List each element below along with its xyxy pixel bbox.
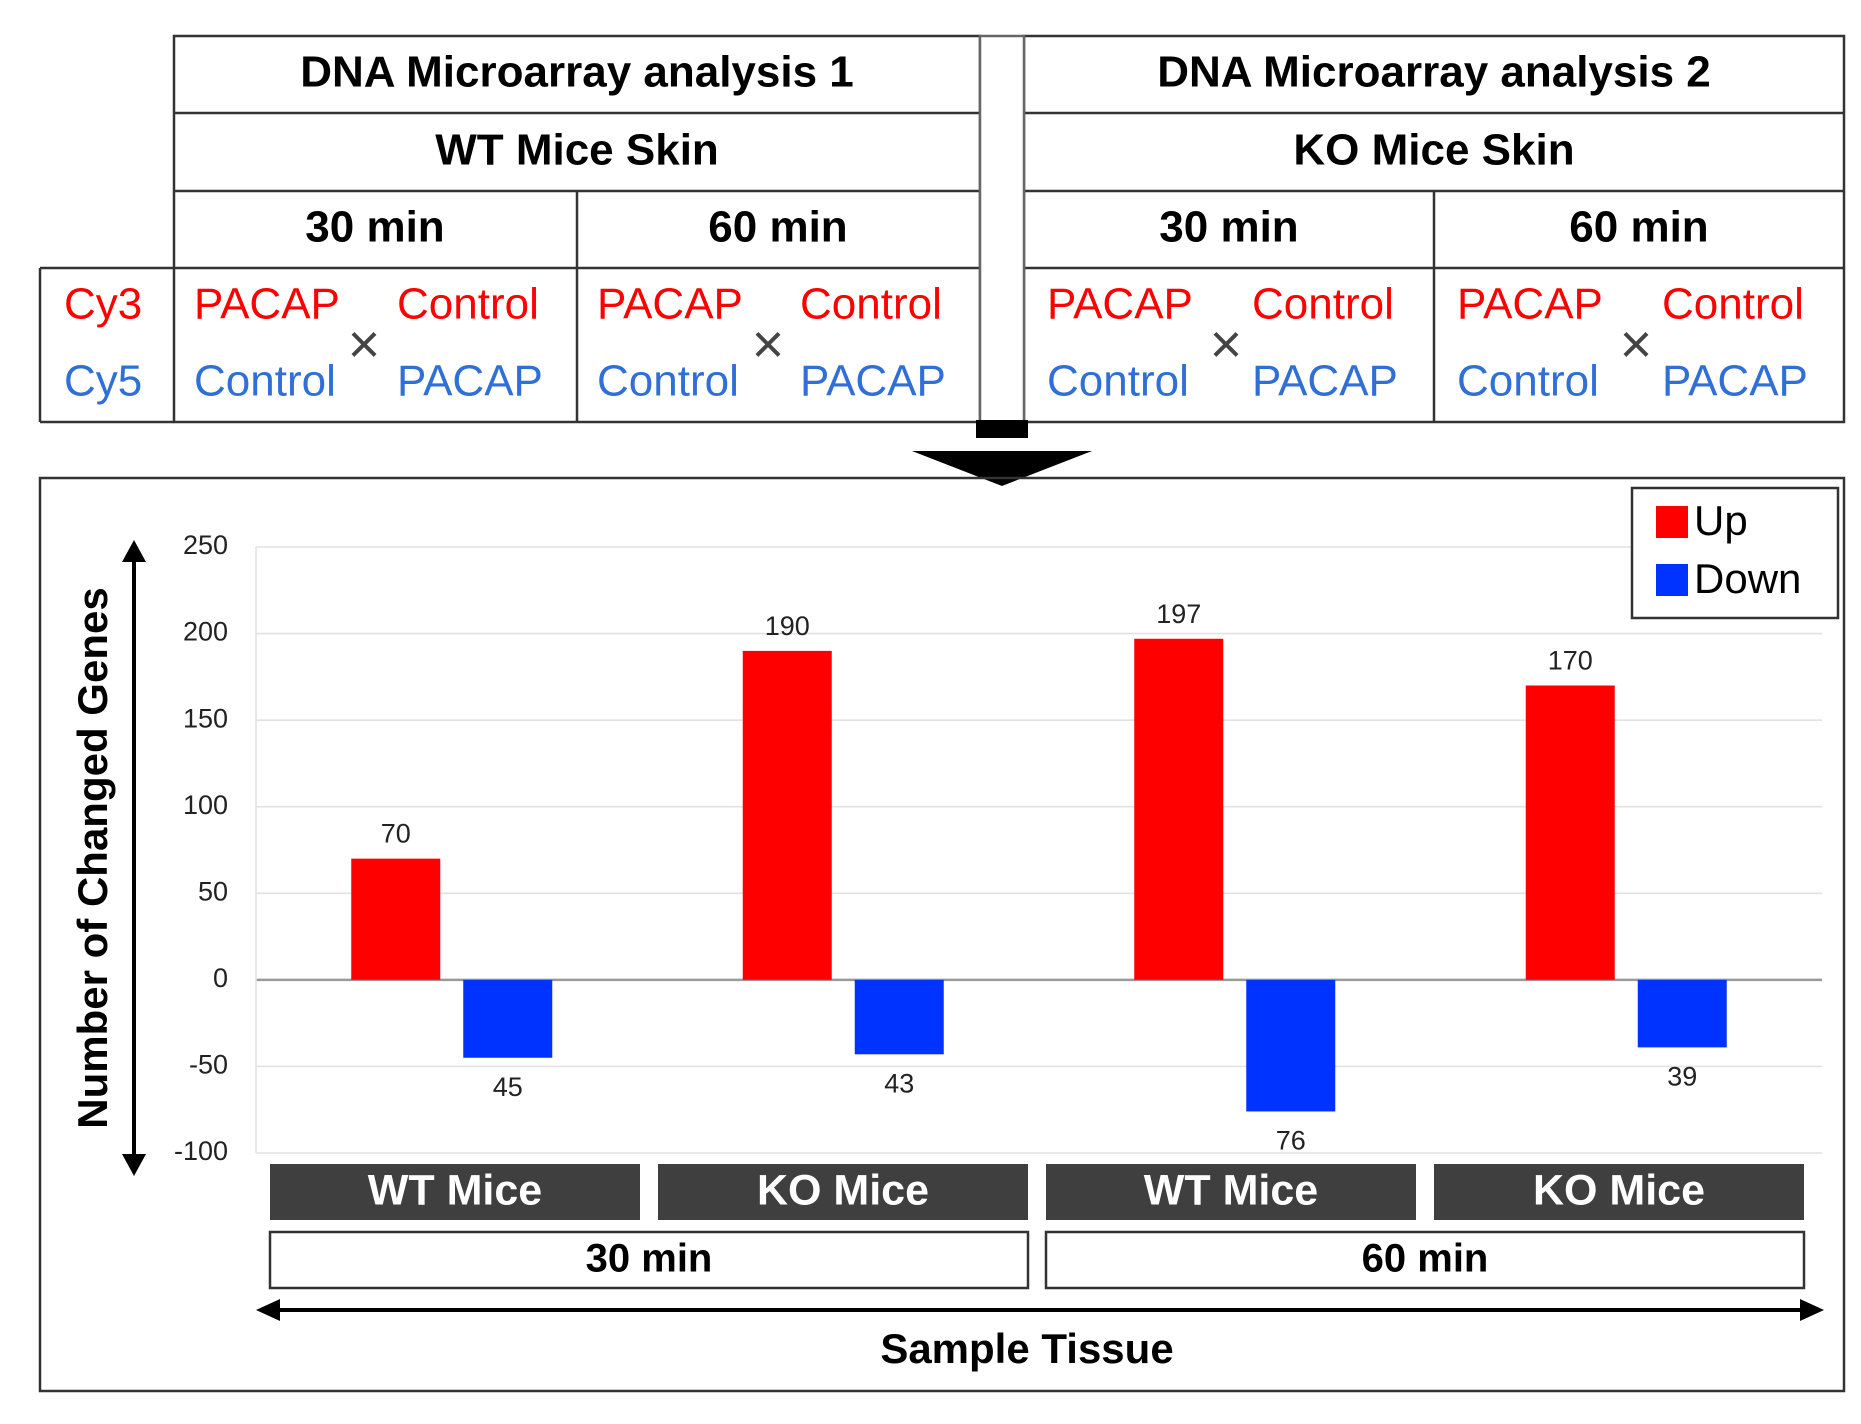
category-box: [270, 1164, 640, 1220]
bar-down-2: [1246, 979, 1336, 1112]
analysis-2-time-60: 60 min: [1569, 203, 1708, 252]
data-label-down: 45: [493, 1072, 523, 1102]
y-tick-label: 100: [183, 790, 228, 820]
time-group-box: [1044, 1230, 1806, 1290]
x-axis-title: Sample Tissue: [880, 1325, 1173, 1372]
cy3-right: Control: [1662, 280, 1804, 329]
bar-up-2: [1134, 638, 1224, 980]
x-axis-double-arrow-icon: [256, 1299, 1824, 1321]
time-group-boxes: 30 min 60 min: [268, 1230, 1806, 1290]
category-boxes: WT Mice KO Mice WT Mice KO Mice: [270, 1164, 1804, 1220]
analysis-1-time-60: 60 min: [708, 203, 847, 252]
data-label-down: 43: [884, 1068, 914, 1098]
cross-icon: ×: [1210, 312, 1243, 375]
legend-label-up: Up: [1694, 497, 1748, 544]
analysis-1-sample: WT Mice Skin: [435, 126, 719, 175]
cy5-left: Control: [194, 357, 336, 406]
swap-cell-1: PACAP Control Control PACAP ×: [194, 280, 543, 406]
bar-up-1: [742, 650, 832, 980]
cy5-right: PACAP: [397, 357, 543, 406]
data-label-up: 70: [381, 819, 411, 849]
analysis-1-title: DNA Microarray analysis 1: [300, 48, 854, 97]
cy5-right: PACAP: [800, 357, 946, 406]
bar-down-1: [854, 979, 944, 1055]
category-label-ko-60: KO Mice: [1533, 1166, 1705, 1214]
cy5-right: PACAP: [1662, 357, 1808, 406]
y-axis-double-arrow-icon: [122, 540, 146, 1176]
cy5-right: PACAP: [1252, 357, 1398, 406]
category-box: [1046, 1164, 1416, 1220]
data-label-up: 170: [1548, 646, 1593, 676]
plot-area: 250 200 150 100 50 0 -50 -100 70 190 197 170 45 43 76 3…: [174, 530, 1822, 1166]
dye-cy3-label: Cy3: [64, 280, 142, 329]
y-tick-label: -50: [189, 1050, 228, 1080]
category-label-ko-30: KO Mice: [757, 1166, 929, 1214]
data-label-up: 190: [765, 611, 810, 641]
analysis-2-time-30: 30 min: [1159, 203, 1298, 252]
down-arrow-icon: [912, 34, 1092, 486]
legend: Up Down: [1630, 486, 1840, 620]
category-box: [658, 1164, 1028, 1220]
data-label-down: 39: [1667, 1061, 1697, 1091]
analysis-2-sample: KO Mice Skin: [1293, 126, 1574, 175]
bar-down-3: [1637, 979, 1727, 1048]
cross-icon: ×: [1620, 312, 1653, 375]
dye-cy5-label: Cy5: [64, 357, 142, 406]
cy3-right: Control: [1252, 280, 1394, 329]
y-tick-label: 150: [183, 703, 228, 733]
swap-cell-4: PACAP Control Control PACAP ×: [1457, 280, 1808, 406]
y-tick-label: 0: [213, 963, 228, 993]
y-tick-label: -100: [174, 1136, 228, 1166]
cy3-left: PACAP: [597, 280, 743, 329]
bar-up-3: [1525, 685, 1615, 980]
category-label-wt-30: WT Mice: [368, 1166, 542, 1214]
cy3-right: Control: [800, 280, 942, 329]
time-group-box: [268, 1230, 1030, 1290]
legend-swatch-down: [1656, 564, 1688, 596]
analysis-2-title: DNA Microarray analysis 2: [1157, 48, 1711, 97]
bar-up-0: [351, 858, 441, 980]
data-label-up: 197: [1156, 599, 1201, 629]
cy5-left: Control: [1457, 357, 1599, 406]
category-box: [1434, 1164, 1804, 1220]
cy5-left: Control: [597, 357, 739, 406]
data-label-down: 76: [1276, 1125, 1306, 1155]
cy3-left: PACAP: [194, 280, 340, 329]
legend-label-down: Down: [1694, 555, 1801, 602]
y-tick-label: 50: [198, 876, 228, 906]
chart-panel-border: [38, 476, 1846, 1393]
header-table: [38, 34, 1846, 424]
cy5-left: Control: [1047, 357, 1189, 406]
category-label-wt-60: WT Mice: [1144, 1166, 1318, 1214]
y-tick-label: 250: [183, 530, 228, 560]
cy3-right: Control: [397, 280, 539, 329]
time-group-label-60: 60 min: [1362, 1237, 1489, 1281]
cross-icon: ×: [752, 312, 785, 375]
swap-cell-2: PACAP Control Control PACAP ×: [597, 280, 946, 406]
legend-swatch-up: [1656, 506, 1688, 538]
analysis-1-time-30: 30 min: [305, 203, 444, 252]
cross-icon: ×: [348, 312, 381, 375]
y-tick-label: 200: [183, 617, 228, 647]
time-group-label-30: 30 min: [586, 1237, 713, 1281]
bar-down-0: [463, 979, 553, 1058]
y-axis-title: Number of Changed Genes: [69, 587, 116, 1128]
cy3-left: PACAP: [1457, 280, 1603, 329]
cy3-left: PACAP: [1047, 280, 1193, 329]
swap-cell-3: PACAP Control Control PACAP ×: [1047, 280, 1398, 406]
